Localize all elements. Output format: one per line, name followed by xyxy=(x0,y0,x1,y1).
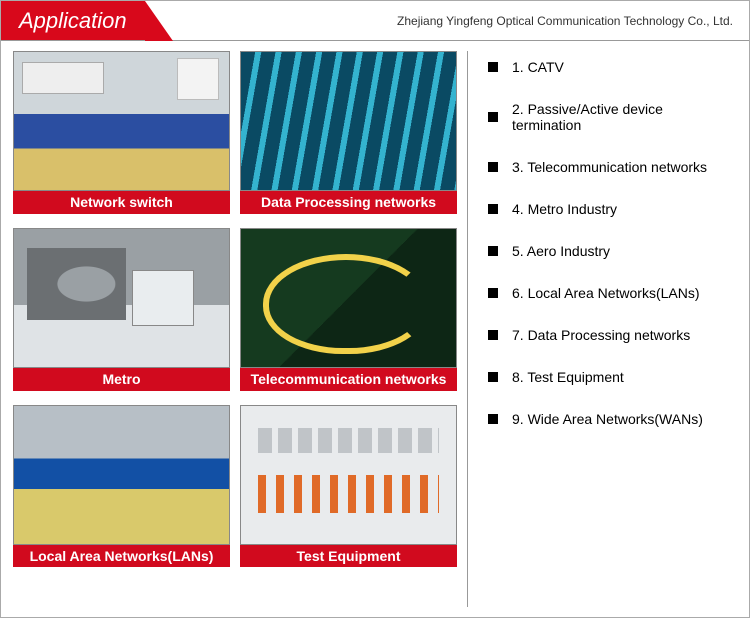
list-item: 9. Wide Area Networks(WANs) xyxy=(488,411,733,427)
scene-placeholder xyxy=(241,229,456,367)
card-caption: Local Area Networks(LANs) xyxy=(13,545,230,568)
list-text: 6. Local Area Networks(LANs) xyxy=(512,285,700,301)
application-page: Application Zhejiang Yingfeng Optical Co… xyxy=(0,0,750,618)
square-bullet-icon xyxy=(488,246,498,256)
square-bullet-icon xyxy=(488,162,498,172)
card-test: Test Equipment xyxy=(240,405,457,568)
card-caption: Telecommunication networks xyxy=(240,368,457,391)
list-item: 8. Test Equipment xyxy=(488,369,733,385)
list-item: 4. Metro Industry xyxy=(488,201,733,217)
square-bullet-icon xyxy=(488,112,498,122)
list-column: 1. CATV 2. Passive/Active device terminat… xyxy=(468,41,749,617)
square-bullet-icon xyxy=(488,372,498,382)
list-item: 6. Local Area Networks(LANs) xyxy=(488,285,733,301)
list-item: 3. Telecommunication networks xyxy=(488,159,733,175)
card-caption: Network switch xyxy=(13,191,230,214)
list-text: 7. Data Processing networks xyxy=(512,327,690,343)
card-telecom: Telecommunication networks xyxy=(240,228,457,391)
card-image xyxy=(13,228,230,368)
card-caption: Test Equipment xyxy=(240,545,457,568)
header-title: Application xyxy=(19,8,127,34)
list-item: 5. Aero Industry xyxy=(488,243,733,259)
card-image xyxy=(13,51,230,191)
card-caption: Data Processing networks xyxy=(240,191,457,214)
company-name: Zhejiang Yingfeng Optical Communication … xyxy=(145,1,749,40)
header: Application Zhejiang Yingfeng Optical Co… xyxy=(1,1,749,41)
card-metro: Metro xyxy=(13,228,230,391)
list-text: 2. Passive/Active device termination xyxy=(512,101,733,133)
list-item: 7. Data Processing networks xyxy=(488,327,733,343)
square-bullet-icon xyxy=(488,288,498,298)
card-caption: Metro xyxy=(13,368,230,391)
card-switch: Network switch xyxy=(13,51,230,214)
list-text: 9. Wide Area Networks(WANs) xyxy=(512,411,703,427)
card-image xyxy=(240,405,457,545)
list-item: 1. CATV xyxy=(488,59,733,75)
square-bullet-icon xyxy=(488,330,498,340)
list-text: 8. Test Equipment xyxy=(512,369,624,385)
card-image xyxy=(13,405,230,545)
scene-placeholder xyxy=(14,229,229,367)
list-text: 1. CATV xyxy=(512,59,564,75)
square-bullet-icon xyxy=(488,414,498,424)
card-dpn: Data Processing networks xyxy=(240,51,457,214)
cards-column: Network switch Data Processing networks Me… xyxy=(1,41,467,617)
card-lan: Local Area Networks(LANs) xyxy=(13,405,230,568)
square-bullet-icon xyxy=(488,204,498,214)
header-banner: Application xyxy=(1,1,145,40)
card-image xyxy=(240,51,457,191)
scene-placeholder xyxy=(14,406,229,544)
square-bullet-icon xyxy=(488,62,498,72)
list-text: 5. Aero Industry xyxy=(512,243,610,259)
scene-placeholder xyxy=(241,52,456,190)
card-image xyxy=(240,228,457,368)
list-text: 4. Metro Industry xyxy=(512,201,617,217)
list-item: 2. Passive/Active device termination xyxy=(488,101,733,133)
list-text: 3. Telecommunication networks xyxy=(512,159,707,175)
scene-placeholder xyxy=(241,406,456,544)
scene-placeholder xyxy=(14,52,229,190)
body: Network switch Data Processing networks Me… xyxy=(1,41,749,617)
